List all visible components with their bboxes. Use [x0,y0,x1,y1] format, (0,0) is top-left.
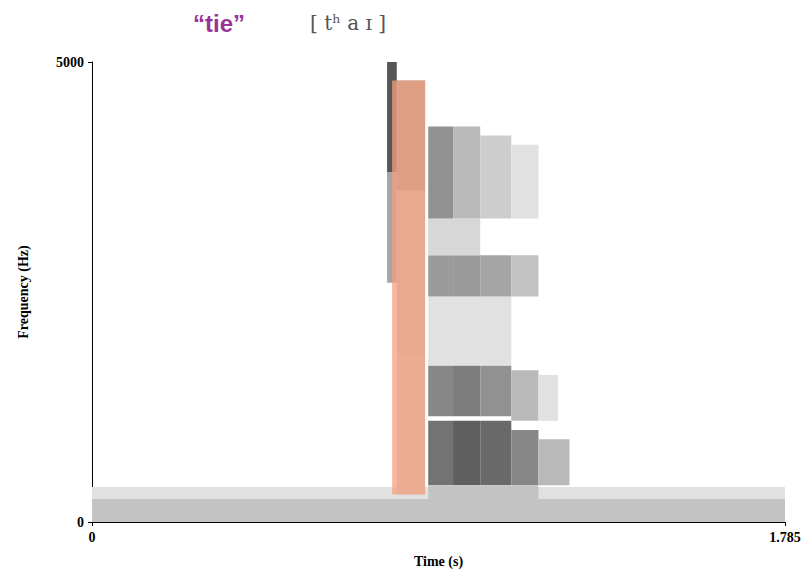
svg-text:Frequency (Hz): Frequency (Hz) [16,245,32,339]
svg-text:0: 0 [77,515,84,530]
svg-text:Time (s): Time (s) [414,554,463,570]
svg-text:0: 0 [89,530,96,545]
svg-text:“tie”: “tie” [193,10,245,37]
svg-text:1.785: 1.785 [769,530,801,545]
svg-text:[ tʰ a ɪ ]: [ tʰ a ɪ ] [310,11,386,35]
svg-text:5000: 5000 [56,55,84,70]
